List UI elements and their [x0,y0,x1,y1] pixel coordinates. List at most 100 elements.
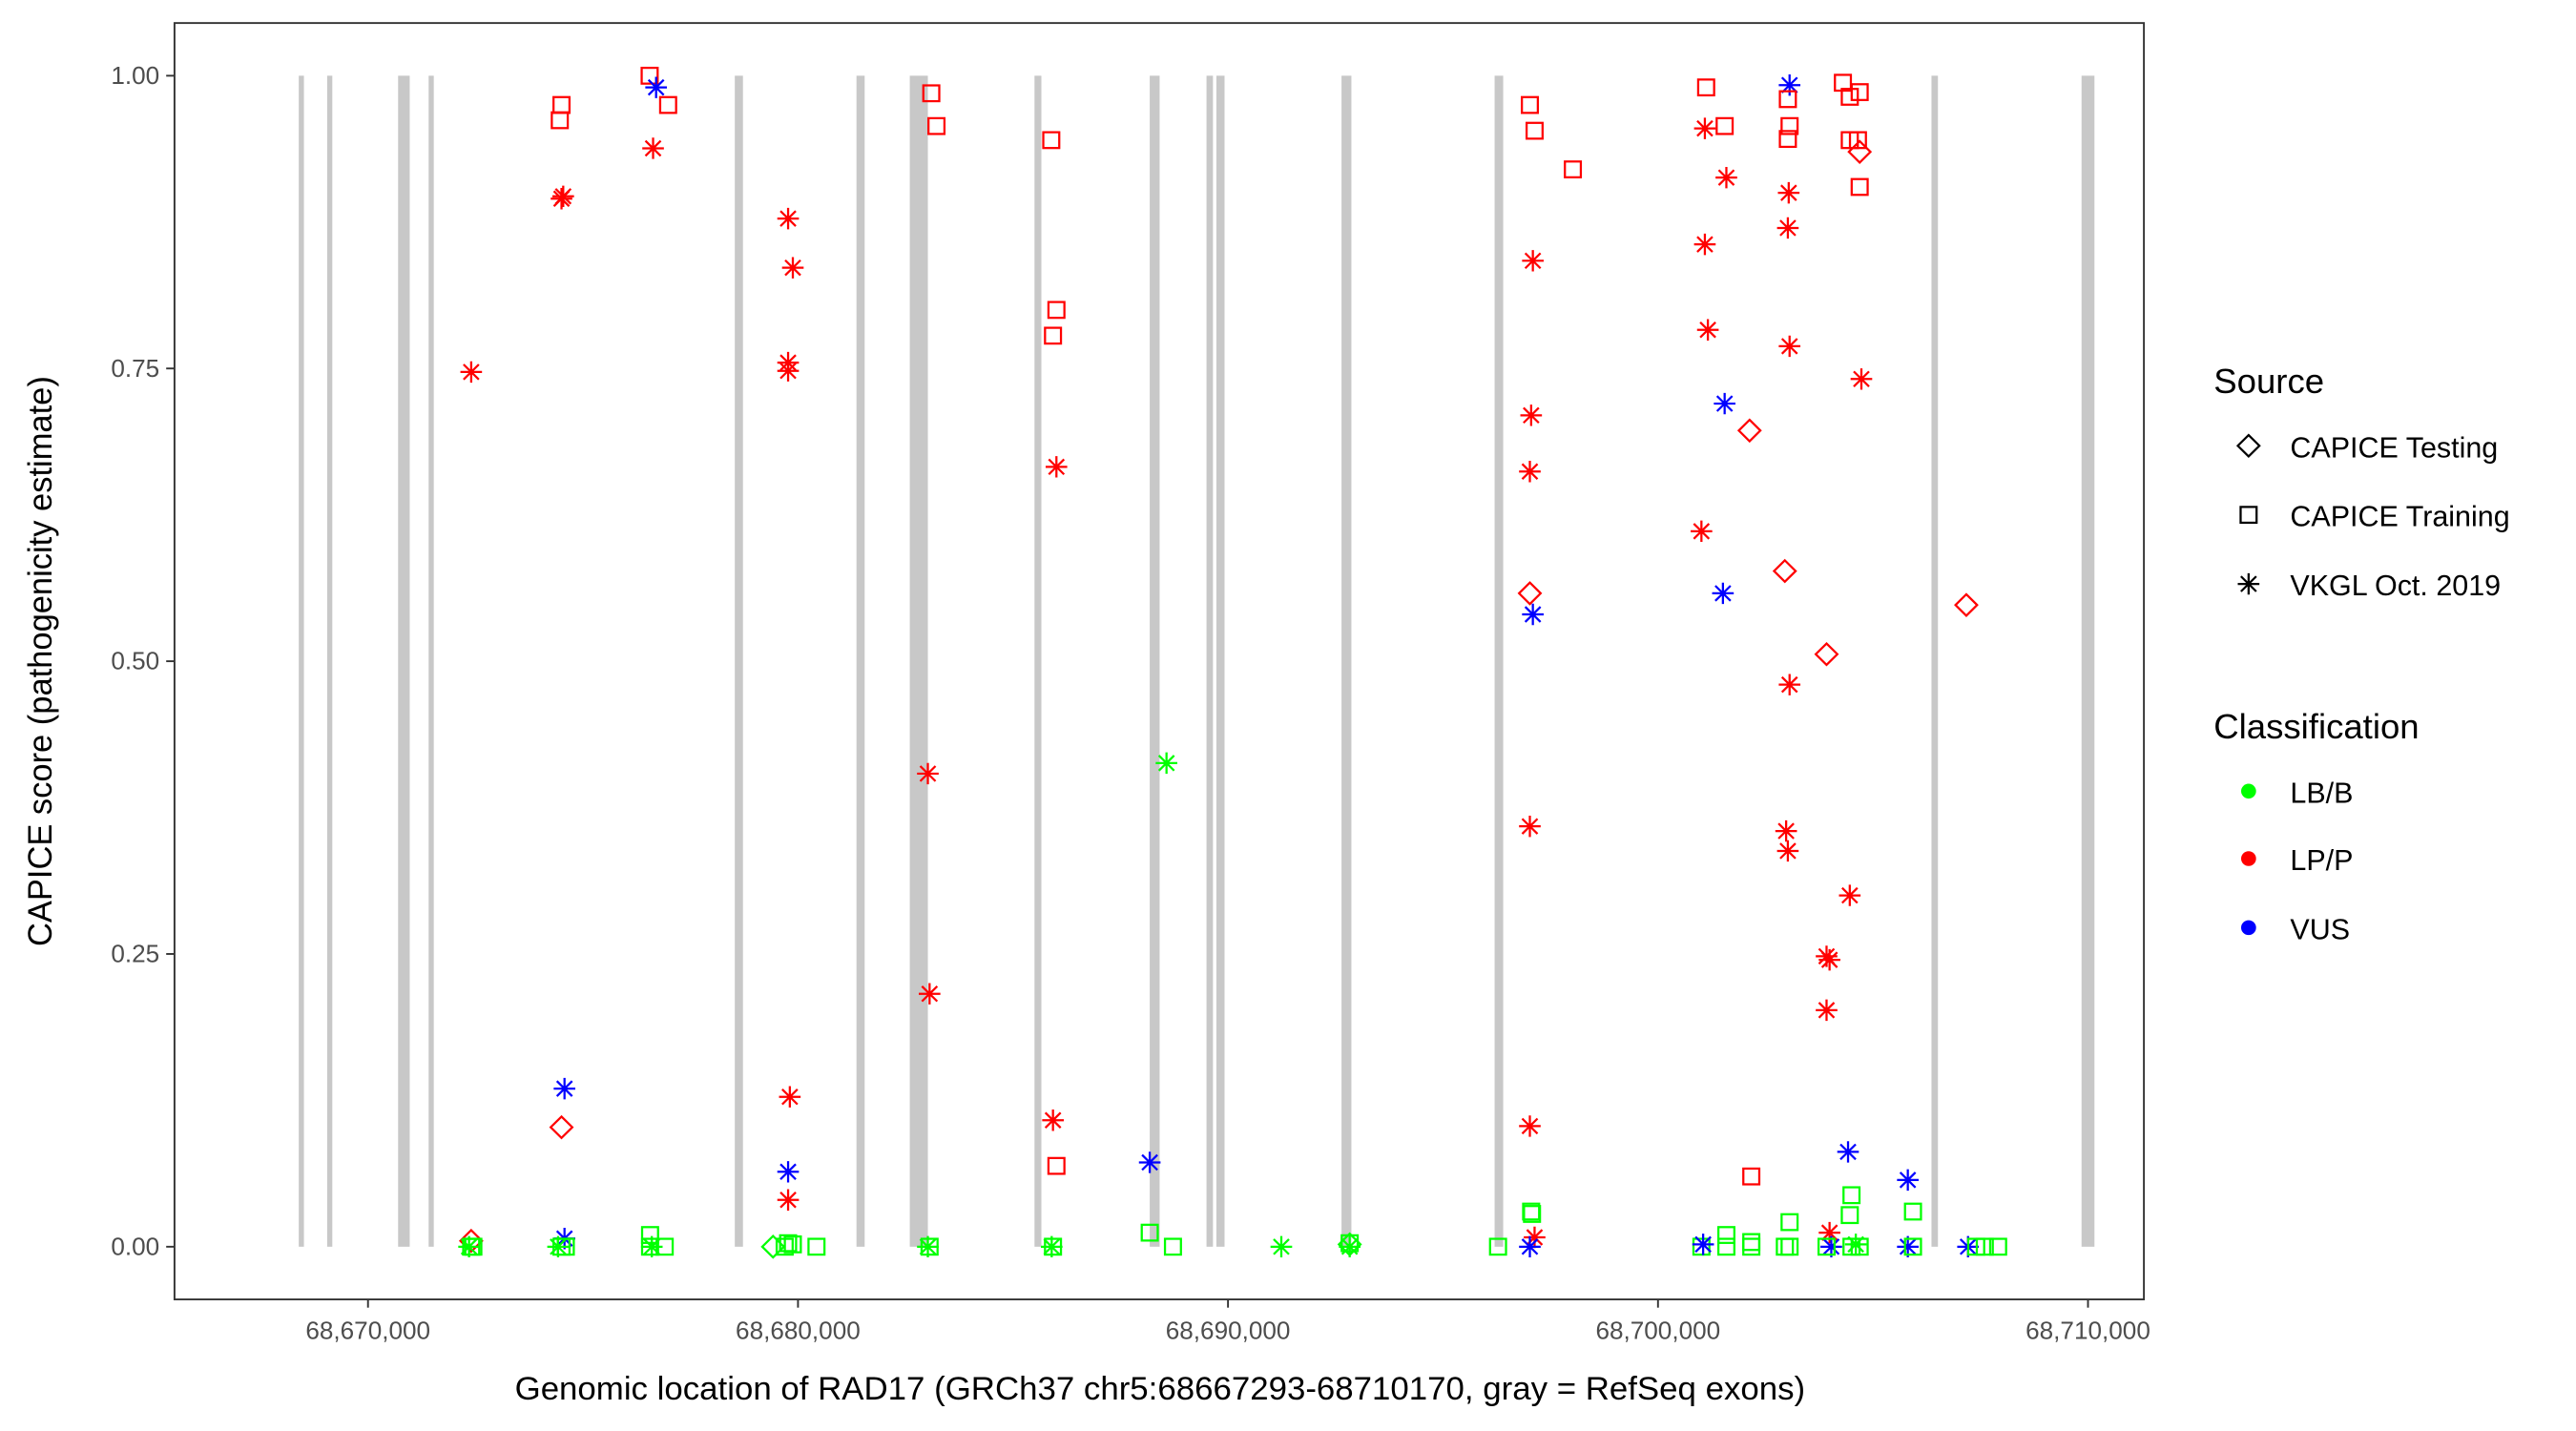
legend-key-asterisk-icon [2237,572,2260,595]
data-point [464,1237,483,1256]
legend-text-lbb: LB/B [2290,778,2353,810]
data-point [1523,1205,1542,1223]
data-point [458,1235,480,1258]
data-point [1850,177,1869,197]
data-point [1519,461,1541,483]
data-point [1044,326,1063,345]
data-point [658,95,677,114]
data-point [1840,88,1859,106]
legend-source-title: Source [2213,362,2324,401]
data-point [1716,1226,1735,1244]
data-point [777,1161,800,1183]
data-point [917,762,939,785]
data-point [1140,1223,1159,1242]
data-point [1834,73,1853,93]
y-tick-label: 0.50 [111,647,159,675]
exon-band [1494,75,1504,1247]
data-point [1778,73,1801,96]
data-point [1517,581,1543,606]
data-point [1715,166,1737,189]
data-point [807,1237,826,1256]
data-point [1839,884,1861,906]
exon-band [326,75,333,1247]
data-point [1270,1235,1293,1258]
data-point [1047,301,1066,320]
legend-key-dot-icon [2241,920,2256,936]
exon-band [398,75,410,1247]
data-point [1903,1202,1922,1221]
data-point [1712,582,1735,605]
y-axis-title: CAPICE score (pathogenicity estimate) [23,376,59,946]
x-axis: 68,670,000 68,680,000 68,690,000 68,700,000… [305,1299,2150,1344]
data-point [1519,1115,1541,1137]
legend: Source CAPICE Testing CAPICE Training VK… [2213,362,2509,945]
x-tick-label: 68,690,000 [1166,1317,1291,1345]
data-point [1778,674,1801,695]
legend-key-dot-icon [2241,851,2256,866]
exon-bands [299,75,2095,1247]
exon-band [1931,75,1939,1247]
data-point [927,116,946,135]
data-point [1776,217,1799,239]
data-point [1818,948,1840,971]
data-point [640,66,659,85]
data-point [1519,815,1541,838]
exon-band [1150,75,1160,1247]
data-point [1903,1237,1922,1256]
data-points [458,66,2007,1259]
legend-text-lpp: LP/P [2290,845,2353,877]
data-point [1966,1237,1985,1256]
data-point [1778,130,1797,149]
data-point [1337,1232,1362,1257]
data-point [1742,1167,1761,1186]
data-point [1772,558,1797,584]
legend-key-square-icon [2239,506,2258,525]
legend-key-dot-icon [2241,783,2256,799]
exon-band [909,75,928,1247]
data-point [1780,116,1799,135]
y-tick-label: 0.25 [111,940,159,968]
data-point [1042,1110,1065,1131]
data-point [1691,520,1713,543]
data-point [458,1228,484,1254]
data-point [642,137,664,159]
data-point [1042,131,1061,150]
y-tick-label: 0.75 [111,354,159,383]
legend-text-capice-training: CAPICE Training [2290,502,2509,533]
exon-band [2081,75,2095,1247]
data-point [1780,1213,1799,1232]
data-point [1814,641,1839,667]
data-point [1988,1237,2007,1256]
data-point [1816,999,1838,1022]
data-point [1850,368,1873,390]
data-point [1693,233,1716,256]
data-point [1163,1237,1182,1256]
data-point [1692,1237,1711,1256]
legend-class-title: Classification [2213,707,2419,746]
data-point [1850,1237,1869,1256]
data-point [645,76,668,98]
data-point [919,983,941,1005]
data-point [1842,1186,1861,1205]
data-point [1714,392,1735,415]
data-point [1848,131,1867,150]
legend-key-diamond-icon [2235,433,2261,459]
y-tick-label: 1.00 [111,61,159,90]
data-point [1780,1237,1799,1256]
exon-band [428,75,434,1247]
exon-band [299,75,304,1247]
data-point [922,84,941,103]
data-point [460,361,483,384]
exon-band [1341,75,1352,1247]
data-point [777,360,800,382]
data-point [779,1234,798,1253]
y-tick-label: 0.00 [111,1233,159,1261]
data-point [1339,1235,1361,1258]
data-point [1817,1237,1836,1256]
data-point [917,1235,939,1258]
data-point [556,1237,575,1256]
data-point [1693,117,1716,139]
data-point [1837,1141,1859,1163]
data-point [779,1086,801,1108]
